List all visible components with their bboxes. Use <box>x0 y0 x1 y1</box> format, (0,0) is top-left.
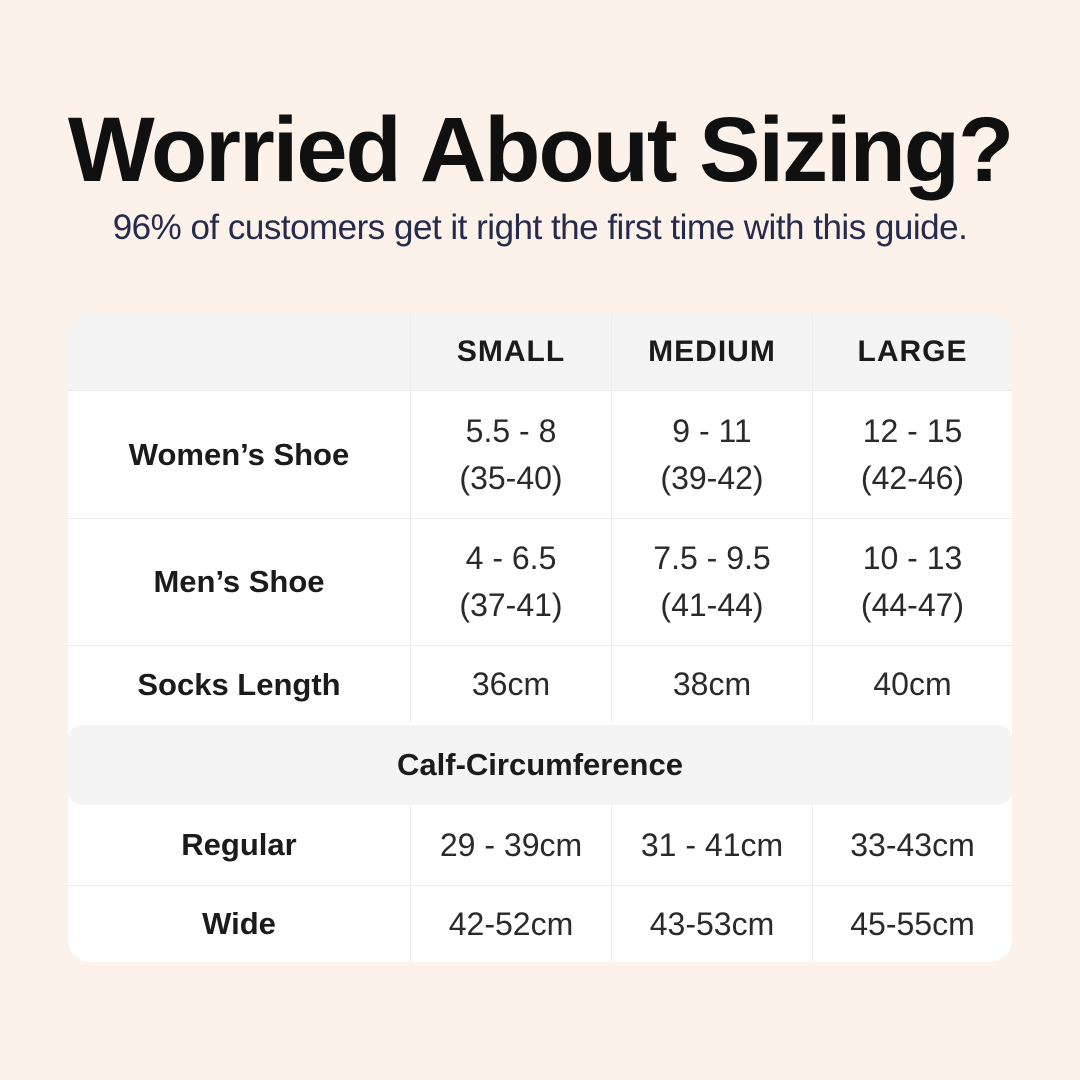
value-line-1: 4 - 6.5 <box>465 540 557 576</box>
header-cell-small: SMALL <box>410 313 611 390</box>
row-label: Wide <box>202 906 276 941</box>
cell-socks-large: 40cm <box>812 646 1012 723</box>
value-line-1: 5.5 - 8 <box>465 412 557 449</box>
row-label: Men’s Shoe <box>153 564 325 599</box>
size-chart-header-row: SMALL MEDIUM LARGE <box>68 313 1012 390</box>
cell-regular-large: 33-43cm <box>812 805 1012 885</box>
table-row-regular: Regular 29 - 39cm 31 - 41cm 33-43cm <box>68 805 1012 885</box>
value-line-1: 10 - 13 <box>862 540 963 576</box>
cell-mens-small: 4 - 6.5 (37-41) <box>410 519 611 645</box>
value-line-2: (37-41) <box>459 587 563 623</box>
table-row-womens-shoe: Women’s Shoe 5.5 - 8 (35-40) 9 - 11 (39-… <box>68 390 1012 518</box>
size-chart-table: SMALL MEDIUM LARGE Women’s Shoe 5.5 - 8 … <box>68 313 1012 962</box>
cell-socks-medium: 38cm <box>611 646 812 723</box>
cell-mens-medium: 7.5 - 9.5 (41-44) <box>611 519 812 645</box>
table-row-socks-length: Socks Length 36cm 38cm 40cm <box>68 645 1012 723</box>
calf-circumference-section-header: Calf-Circumference <box>68 725 1012 805</box>
table-row-mens-shoe: Men’s Shoe 4 - 6.5 (37-41) 7.5 - 9.5 (41… <box>68 518 1012 645</box>
header-cell-empty <box>68 313 410 390</box>
cell-womens-small: 5.5 - 8 (35-40) <box>410 391 611 518</box>
cell-wide-medium: 43-53cm <box>611 886 812 962</box>
cell-socks-small: 36cm <box>410 646 611 723</box>
row-label: Women’s Shoe <box>128 436 350 472</box>
row-label: Socks Length <box>137 666 341 702</box>
cell-wide-large: 45-55cm <box>812 886 1012 962</box>
value-line-2: (39-42) <box>660 459 764 496</box>
value-line-2: (44-47) <box>860 587 965 623</box>
value-line-1: 7.5 - 9.5 <box>653 540 771 576</box>
row-label: Regular <box>181 827 297 862</box>
value-line-2: (42-46) <box>860 459 965 496</box>
header-cell-large: LARGE <box>812 313 1012 390</box>
value-line-2: (35-40) <box>459 459 563 496</box>
cell-mens-large: 10 - 13 (44-47) <box>812 519 1012 645</box>
page-title: Worried About Sizing? <box>67 99 1014 201</box>
cell-wide-small: 42-52cm <box>410 886 611 962</box>
value-line-2: (41-44) <box>660 587 764 623</box>
value-line-1: 12 - 15 <box>862 412 963 449</box>
cell-regular-small: 29 - 39cm <box>410 805 611 885</box>
cell-womens-medium: 9 - 11 (39-42) <box>611 391 812 518</box>
header-cell-medium: MEDIUM <box>611 313 812 390</box>
page-subtitle: 96% of customers get it right the first … <box>112 208 968 247</box>
value-line-1: 9 - 11 <box>672 412 752 449</box>
table-row-wide: Wide 42-52cm 43-53cm 45-55cm <box>68 885 1012 962</box>
cell-regular-medium: 31 - 41cm <box>611 805 812 885</box>
cell-womens-large: 12 - 15 (42-46) <box>812 391 1012 518</box>
